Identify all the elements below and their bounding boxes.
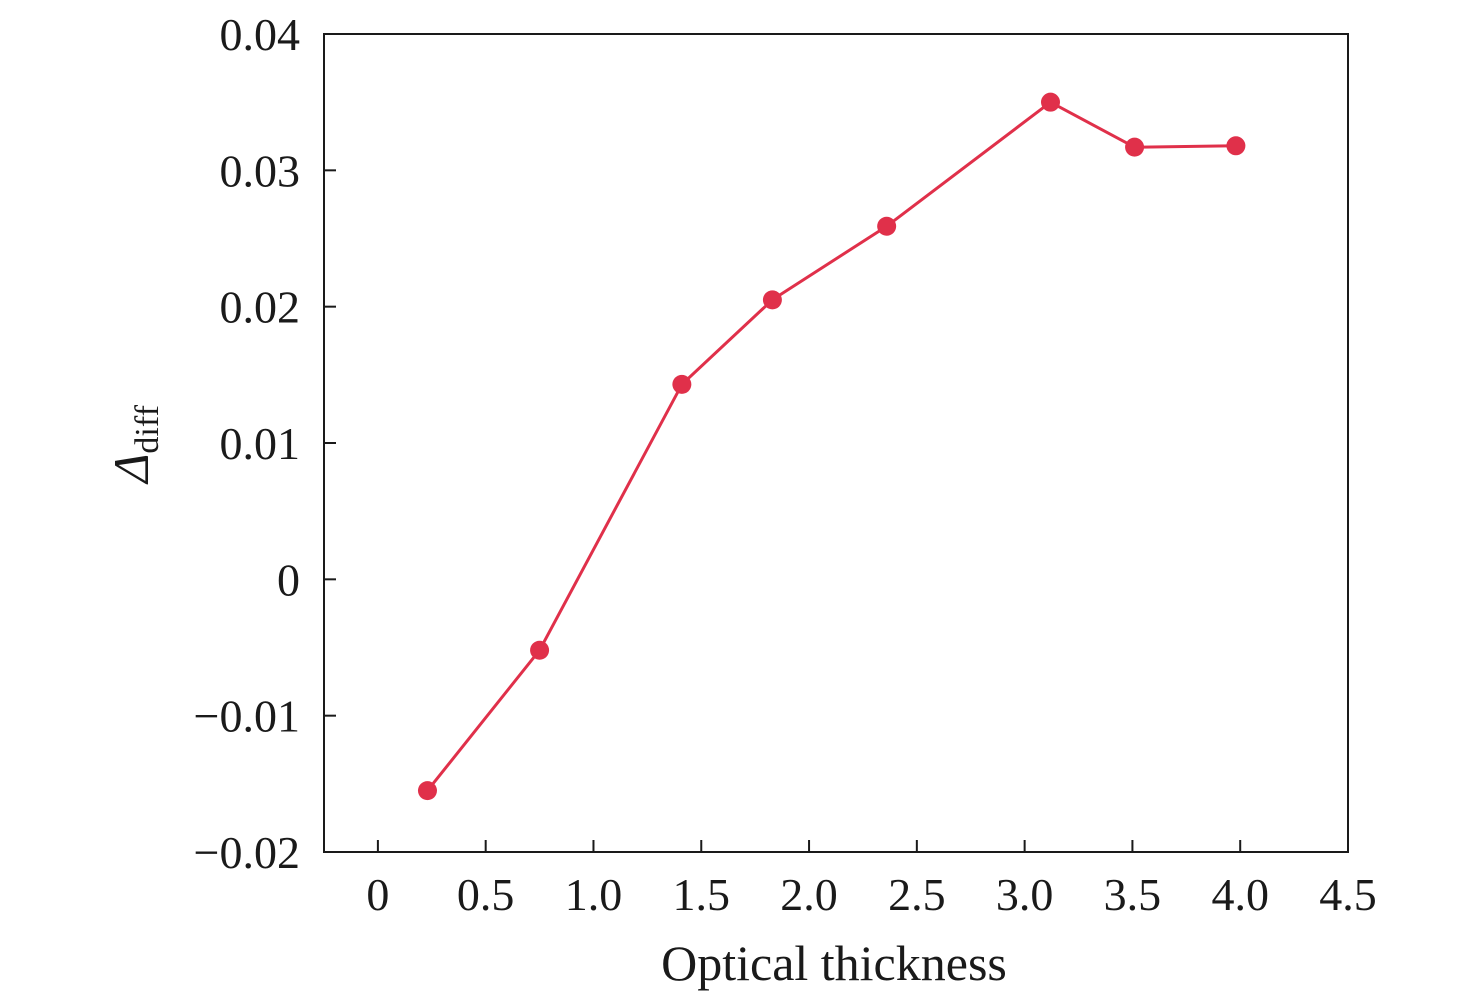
x-tick-label: 0 — [366, 869, 389, 920]
y-axis-ticks: −0.02 −0.01 0 0.01 0.02 0.03 0.04 — [194, 9, 336, 878]
data-point — [877, 216, 897, 236]
x-tick-label: 4.0 — [1211, 869, 1269, 920]
series-line — [426, 100, 1236, 792]
y-tick-label: 0.01 — [220, 418, 301, 469]
y-tick-label: 0.02 — [220, 282, 301, 333]
x-axis-label: Optical thickness — [661, 935, 1007, 991]
x-axis-ticks: 0 0.5 1.0 1.5 2.0 2.5 3.0 3.5 4.0 4.5 — [366, 840, 1377, 920]
data-series — [417, 92, 1246, 801]
data-point — [530, 640, 550, 660]
x-tick-label: 2.5 — [888, 869, 946, 920]
data-point — [762, 290, 782, 310]
data-point — [1226, 136, 1246, 156]
data-point — [672, 374, 692, 394]
x-tick-label: 3.0 — [996, 869, 1054, 920]
y-axis-label: Δdiff — [103, 404, 166, 485]
y-tick-label: −0.01 — [194, 691, 300, 742]
x-tick-label: 4.5 — [1319, 869, 1377, 920]
y-tick-label: 0.03 — [220, 145, 301, 196]
x-tick-label: 0.5 — [457, 869, 515, 920]
data-point — [1125, 137, 1145, 157]
data-point — [417, 781, 437, 801]
y-axis-label-subscript: diff — [129, 404, 166, 453]
y-tick-label: 0 — [277, 554, 300, 605]
x-tick-label: 3.5 — [1104, 869, 1162, 920]
x-tick-label: 2.0 — [780, 869, 838, 920]
data-point — [1041, 92, 1061, 112]
x-tick-label: 1.5 — [673, 869, 731, 920]
y-tick-label: 0.04 — [220, 9, 301, 60]
y-axis-label-symbol: Δ — [103, 454, 159, 485]
y-tick-label: −0.02 — [194, 827, 300, 878]
x-tick-label: 1.0 — [565, 869, 623, 920]
